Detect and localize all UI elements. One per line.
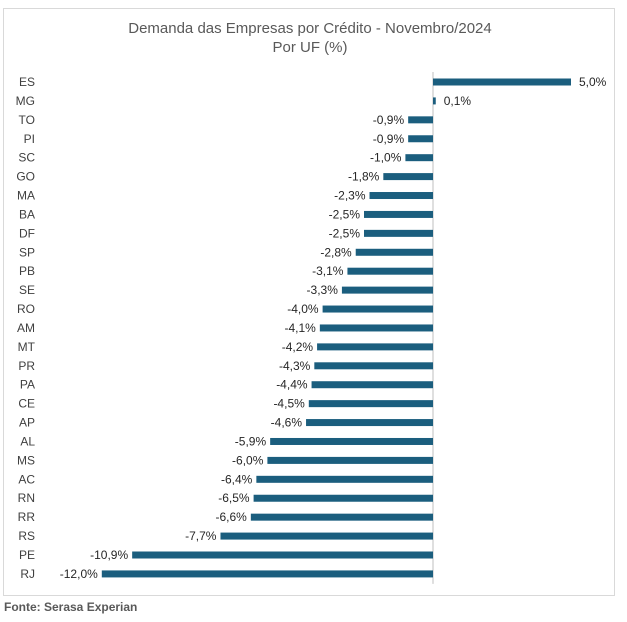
- bar: [355, 248, 433, 256]
- value-label: -4,6%: [271, 416, 303, 430]
- category-label: DF: [19, 226, 35, 240]
- bar-chart: Demanda das Empresas por Crédito - Novem…: [16, 20, 607, 584]
- category-label: SC: [18, 151, 35, 165]
- value-label: -2,3%: [334, 189, 366, 203]
- category-label: TO: [19, 113, 35, 127]
- bar: [341, 286, 433, 294]
- value-label: -7,7%: [185, 529, 217, 543]
- source-note: Fonte: Serasa Experian: [4, 600, 138, 614]
- category-label: MA: [17, 189, 35, 203]
- category-label: AL: [20, 434, 35, 448]
- bar: [308, 400, 433, 408]
- value-label: -0,9%: [373, 113, 405, 127]
- value-label: -5,9%: [235, 434, 267, 448]
- value-label: -1,0%: [370, 151, 402, 165]
- bar: [319, 324, 433, 332]
- bar: [364, 210, 433, 218]
- value-label: -2,5%: [329, 207, 361, 221]
- value-label: -1,8%: [348, 170, 380, 184]
- category-label: RJ: [20, 567, 35, 581]
- category-label: RN: [18, 491, 35, 505]
- category-label: AC: [18, 472, 35, 486]
- bar: [101, 570, 434, 578]
- category-label: BA: [19, 207, 35, 221]
- bar: [306, 419, 433, 427]
- value-label: -3,1%: [312, 264, 344, 278]
- bar: [311, 381, 433, 389]
- category-label: RO: [17, 302, 35, 316]
- bar: [132, 551, 433, 559]
- value-label: -12,0%: [60, 567, 98, 581]
- value-label: -6,6%: [215, 510, 247, 524]
- value-label: -4,1%: [284, 321, 316, 335]
- category-label: MG: [16, 94, 35, 108]
- bar: [347, 267, 433, 275]
- value-label: 5,0%: [579, 75, 607, 89]
- chart-subtitle: Por UF (%): [273, 39, 348, 56]
- category-label: RR: [18, 510, 36, 524]
- category-label: SP: [19, 245, 35, 259]
- value-label: -4,2%: [282, 340, 314, 354]
- chart-title: Demanda das Empresas por Crédito - Novem…: [128, 20, 492, 37]
- value-label: -6,5%: [218, 491, 250, 505]
- category-label: AM: [17, 321, 35, 335]
- bar: [314, 362, 433, 370]
- category-labels: ES MG TO PI SC GO MA BA DF SP PB SE RO AM MT PR PA CE AP AL…: [16, 75, 36, 581]
- value-label: -2,5%: [329, 226, 361, 240]
- bars: [101, 78, 571, 578]
- bar: [433, 78, 571, 86]
- value-label: -3,3%: [307, 283, 339, 297]
- value-label: -4,3%: [279, 359, 311, 373]
- bar: [405, 154, 433, 162]
- value-label: -10,9%: [90, 548, 128, 562]
- bar: [369, 192, 433, 200]
- value-label: -6,4%: [221, 472, 253, 486]
- value-labels: 5,0% 0,1% -0,9% -0,9% -1,0% -1,8% -2,3% -2,5% -2…: [60, 75, 607, 581]
- bar: [270, 437, 433, 445]
- category-label: PE: [19, 548, 35, 562]
- bar: [408, 116, 433, 124]
- value-label: -0,9%: [373, 132, 405, 146]
- category-label: PB: [19, 264, 35, 278]
- category-label: RS: [18, 529, 35, 543]
- bar: [253, 494, 433, 502]
- value-label: -4,0%: [287, 302, 319, 316]
- bar: [250, 513, 433, 521]
- category-label: CE: [18, 397, 35, 411]
- value-label: 0,1%: [444, 94, 472, 108]
- bar: [220, 532, 433, 540]
- category-label: ES: [19, 75, 35, 89]
- value-label: -2,8%: [320, 245, 352, 259]
- bar: [408, 135, 433, 143]
- value-label: -4,5%: [273, 397, 305, 411]
- bar: [433, 97, 436, 105]
- category-label: MT: [18, 340, 36, 354]
- category-label: PR: [18, 359, 35, 373]
- category-label: MS: [17, 453, 35, 467]
- bar: [317, 343, 433, 351]
- bar: [364, 229, 433, 237]
- bar: [267, 456, 433, 464]
- category-label: PI: [24, 132, 35, 146]
- category-label: GO: [16, 170, 35, 184]
- value-label: -6,0%: [232, 453, 264, 467]
- value-label: -4,4%: [276, 378, 308, 392]
- bar: [322, 305, 433, 313]
- bar: [256, 475, 433, 483]
- category-label: PA: [20, 378, 35, 392]
- category-label: AP: [19, 416, 35, 430]
- bar: [383, 173, 433, 181]
- category-label: SE: [19, 283, 35, 297]
